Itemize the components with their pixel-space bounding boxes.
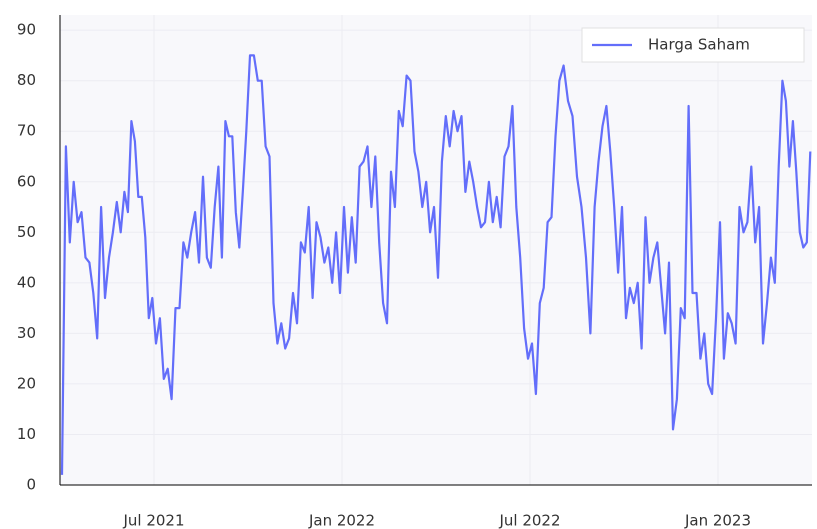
y-tick-label: 50 [17,223,36,241]
y-tick-label: 70 [17,122,36,140]
y-tick-label: 60 [17,172,36,190]
y-tick-label: 20 [17,374,36,392]
y-tick-label: 10 [17,425,36,443]
x-tick-label: Jan 2023 [684,512,751,529]
y-tick-label: 30 [17,324,36,342]
y-tick-label: 90 [17,21,36,39]
x-tick-label: Jul 2022 [498,512,560,529]
y-tick-label: 40 [17,273,36,291]
data-line [60,54,812,475]
y-tick-label: 80 [17,71,36,89]
x-tick-label: Jul 2021 [122,512,184,529]
legend-label: Harga Saham [648,36,750,54]
x-tick-label: Jan 2022 [308,512,375,529]
y-tick-label: 0 [26,476,36,494]
